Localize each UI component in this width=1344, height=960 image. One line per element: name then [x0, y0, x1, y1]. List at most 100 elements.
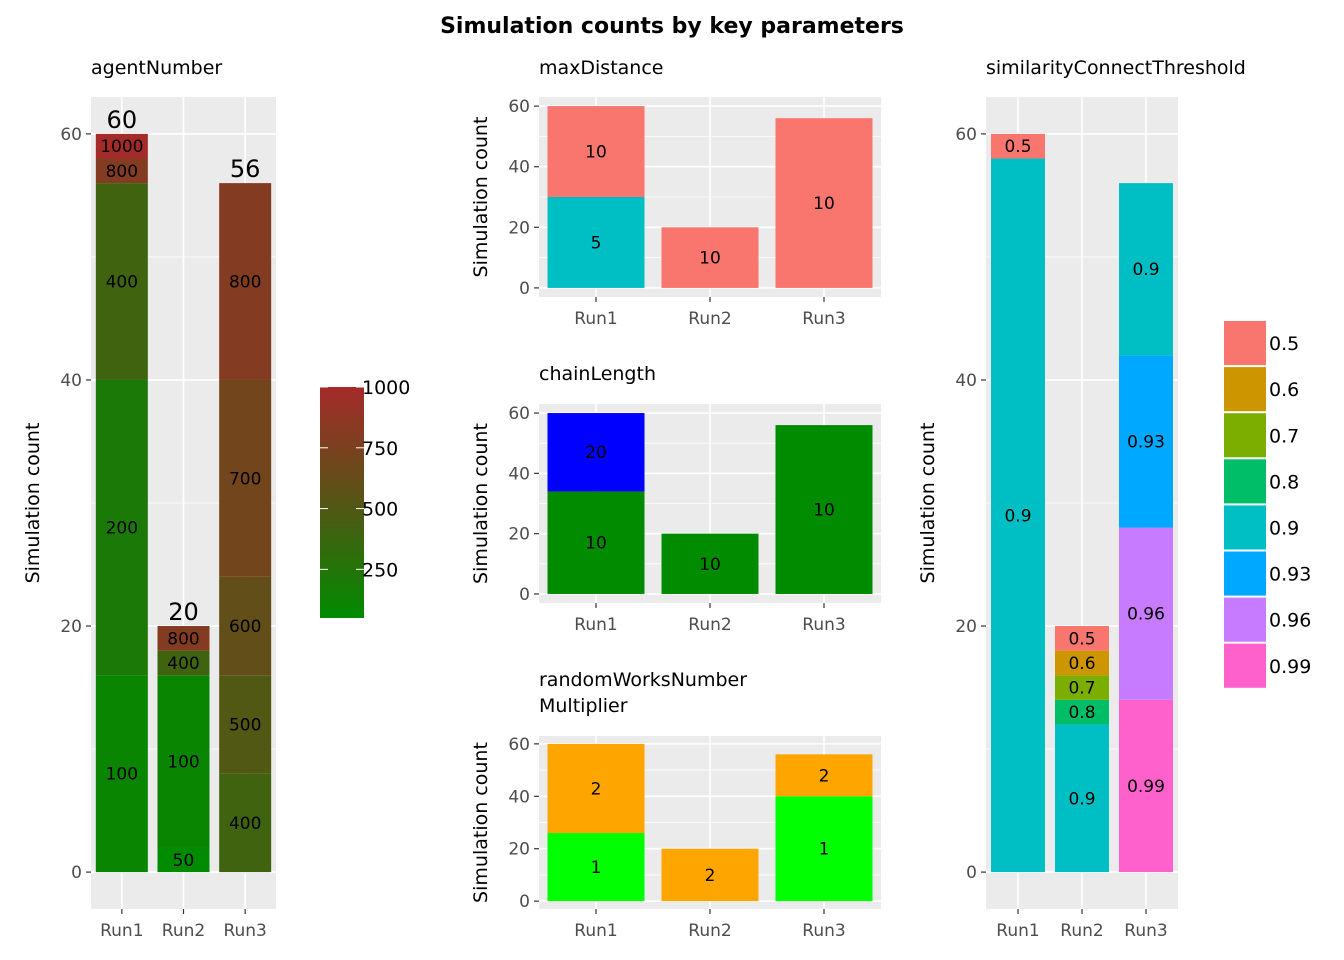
bar-label: 0.5 [1004, 137, 1031, 157]
legend-label: 0.6 [1269, 379, 1299, 401]
bar-total-label: 56 [230, 155, 261, 183]
bar-segment [1119, 527, 1173, 700]
bar-segment [157, 847, 210, 873]
bar-segment [1119, 355, 1173, 528]
bar-label: 0.96 [1127, 605, 1165, 625]
bar-segment [775, 754, 873, 797]
y-tick-label: 40 [508, 464, 530, 484]
panel-title: randomWorksNumber [539, 669, 747, 691]
bar-segment [661, 227, 759, 288]
y-tick-label: 40 [508, 158, 530, 178]
bar-label: 2 [591, 779, 602, 799]
colorbar-tick-label: 750 [362, 438, 398, 460]
bar-segment [157, 675, 210, 848]
y-axis-title: Simulation count [917, 423, 939, 584]
y-tick-label: 0 [519, 585, 530, 605]
bar-segment [547, 832, 645, 902]
bar-total-label: 20 [168, 598, 199, 626]
legend-label: 0.93 [1269, 564, 1311, 586]
panel-chainLength: 0 20 40 60 Run1 Run2 Run3 Simulation count chain… [470, 363, 881, 635]
bar-segment [95, 183, 148, 380]
colorbar-tick-label: 250 [362, 559, 398, 581]
bar-segment [219, 183, 272, 380]
y-tick-label: 20 [60, 617, 82, 637]
bar-label: 2 [819, 766, 830, 786]
bar-label: 0.99 [1127, 777, 1165, 797]
bar-segment [219, 675, 272, 774]
y-tick-label: 40 [508, 787, 530, 807]
bar-label: 0.9 [1132, 260, 1159, 280]
bar-label: 800 [106, 162, 138, 182]
colorbar-bar [320, 387, 364, 618]
bar-label: 0.9 [1068, 789, 1095, 809]
legend-key [1224, 367, 1266, 412]
legend-label: 0.96 [1269, 610, 1311, 632]
bar-segment [547, 491, 645, 594]
bar-segment [1055, 724, 1109, 873]
y-tick-label: 0 [966, 863, 977, 883]
y-tick-label: 40 [955, 371, 977, 391]
y-axis-title: Simulation count [22, 423, 44, 584]
bar-label: 0.7 [1068, 679, 1095, 699]
bar-segment [157, 650, 210, 676]
legend-key [1224, 413, 1266, 458]
panel-title: chainLength [539, 363, 656, 385]
panel-agentNumber: 0 20 40 60 Run1 Run2 Run3 Simulation count agent… [22, 57, 276, 941]
x-tick-label: Run2 [688, 309, 731, 329]
bar-label: 5 [591, 233, 602, 253]
bar-segment [661, 848, 759, 902]
bar-segment [1055, 699, 1109, 725]
bar-label: 10 [699, 555, 721, 575]
bar-segment [1119, 183, 1173, 356]
legend-key [1224, 459, 1266, 504]
bar-segment [219, 576, 272, 676]
panel-title: similarityConnectThreshold [986, 57, 1246, 79]
y-tick-label: 0 [71, 863, 82, 883]
bar-label: 1 [819, 840, 830, 860]
y-axis-title: Simulation count [470, 423, 492, 584]
legend-key [1224, 597, 1266, 642]
bar-label: 0.6 [1068, 654, 1095, 674]
bar-label: 0.93 [1127, 432, 1165, 452]
y-tick-label: 60 [955, 125, 977, 145]
panel-randomWorksNumberMultiplier: 0 20 40 60 Run1 Run2 Run3 Simulation count rando… [470, 669, 881, 941]
bar-label: 200 [106, 519, 138, 539]
x-tick-label: Run2 [688, 921, 731, 941]
bar-label: 400 [106, 273, 138, 293]
y-tick-label: 60 [60, 125, 82, 145]
bar-label: 800 [229, 273, 261, 293]
bar-segment [219, 773, 272, 873]
y-tick-label: 0 [519, 892, 530, 912]
bar-segment [775, 796, 873, 902]
x-tick-label: Run2 [162, 921, 205, 941]
panel-title: maxDistance [539, 57, 663, 79]
bar-segment [991, 158, 1045, 873]
bar-label: 0.9 [1004, 506, 1031, 526]
bar-label: 10 [813, 194, 835, 214]
legend-label: 0.7 [1269, 425, 1299, 447]
bar-segment [547, 106, 645, 197]
bar-segment [95, 158, 148, 184]
bar-label: 700 [229, 469, 261, 489]
bar-segment [1055, 675, 1109, 700]
bar-segment [157, 626, 210, 651]
legend-label: 0.99 [1269, 656, 1311, 678]
legend-key [1224, 643, 1266, 688]
x-tick-label: Run1 [100, 921, 143, 941]
bar-label: 800 [167, 629, 199, 649]
bar-segment [95, 133, 148, 159]
y-tick-label: 40 [60, 371, 82, 391]
panel-similarityConnectThreshold: 0 20 40 60 Run1 Run2 Run3 Simulation count simil… [917, 57, 1246, 941]
bar-segment [547, 197, 645, 288]
x-tick-label: Run2 [688, 615, 731, 635]
bar-segment [1119, 699, 1173, 873]
legend-key [1224, 505, 1266, 550]
bar-segment [95, 379, 148, 676]
y-tick-label: 60 [508, 735, 530, 755]
bar-segment [1055, 626, 1109, 651]
bar-segment [775, 425, 873, 594]
bar-label: 500 [229, 715, 261, 735]
bar-segment [991, 133, 1045, 159]
y-tick-label: 60 [508, 404, 530, 424]
